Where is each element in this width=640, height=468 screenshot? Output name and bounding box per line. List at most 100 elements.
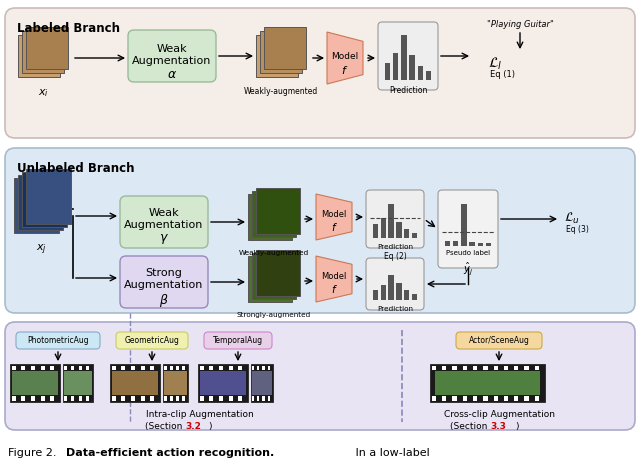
- Bar: [252, 191, 296, 237]
- Bar: [262, 366, 265, 370]
- Text: Weak: Weak: [148, 208, 179, 218]
- Text: $f$: $f$: [341, 64, 349, 76]
- Bar: [442, 366, 446, 370]
- Bar: [200, 366, 204, 370]
- Bar: [372, 224, 378, 238]
- Bar: [452, 366, 457, 370]
- Bar: [122, 396, 125, 401]
- Bar: [534, 366, 539, 370]
- Bar: [256, 188, 300, 234]
- Bar: [228, 396, 233, 401]
- Bar: [200, 371, 246, 395]
- Text: 3.2: 3.2: [185, 422, 201, 431]
- Bar: [469, 242, 475, 246]
- Bar: [79, 366, 82, 370]
- Text: $x_i$: $x_i$: [38, 87, 49, 99]
- Bar: [64, 396, 67, 401]
- Bar: [31, 396, 35, 401]
- Bar: [110, 364, 160, 402]
- Bar: [131, 366, 135, 370]
- Bar: [393, 52, 399, 80]
- FancyBboxPatch shape: [366, 258, 424, 310]
- Bar: [268, 366, 270, 370]
- Bar: [41, 366, 45, 370]
- Bar: [524, 396, 529, 401]
- Bar: [504, 396, 508, 401]
- Bar: [111, 366, 116, 370]
- Text: Strong: Strong: [145, 268, 182, 278]
- Text: Unlabeled Branch: Unlabeled Branch: [17, 162, 134, 175]
- Bar: [257, 396, 259, 401]
- FancyBboxPatch shape: [128, 30, 216, 82]
- Bar: [150, 366, 154, 370]
- Bar: [219, 366, 223, 370]
- Bar: [209, 396, 213, 401]
- Text: Strongly-augmented: Strongly-augmented: [237, 312, 311, 318]
- Text: PhotometricAug: PhotometricAug: [27, 336, 89, 345]
- Bar: [483, 396, 488, 401]
- Bar: [41, 396, 45, 401]
- Bar: [493, 366, 498, 370]
- Bar: [21, 366, 26, 370]
- Bar: [412, 233, 417, 238]
- Bar: [262, 396, 265, 401]
- Bar: [182, 366, 184, 370]
- Bar: [22, 172, 67, 227]
- Text: In a low-label: In a low-label: [345, 448, 429, 458]
- Text: (Section: (Section: [145, 422, 185, 431]
- Bar: [170, 366, 173, 370]
- Bar: [463, 396, 467, 401]
- Bar: [86, 396, 89, 401]
- Bar: [486, 243, 492, 246]
- Bar: [64, 371, 92, 395]
- Text: $\hat{y}_j$: $\hat{y}_j$: [463, 260, 473, 277]
- Bar: [248, 256, 292, 302]
- Bar: [432, 396, 436, 401]
- Bar: [404, 229, 410, 238]
- Bar: [12, 366, 15, 370]
- Bar: [524, 366, 529, 370]
- Text: Augmentation: Augmentation: [132, 56, 212, 66]
- Bar: [163, 364, 188, 402]
- Bar: [404, 291, 410, 300]
- Bar: [10, 364, 60, 402]
- Bar: [257, 366, 259, 370]
- FancyBboxPatch shape: [120, 196, 208, 248]
- Bar: [176, 366, 179, 370]
- Bar: [51, 366, 54, 370]
- Bar: [432, 366, 436, 370]
- Bar: [256, 35, 298, 77]
- FancyBboxPatch shape: [5, 8, 635, 138]
- Text: Augmentation: Augmentation: [124, 280, 204, 290]
- Bar: [31, 366, 35, 370]
- Bar: [51, 396, 54, 401]
- Bar: [477, 243, 483, 246]
- Text: ): ): [515, 422, 518, 431]
- FancyBboxPatch shape: [378, 22, 438, 90]
- Text: Intra-clip Augmentation: Intra-clip Augmentation: [146, 410, 254, 419]
- Bar: [483, 366, 488, 370]
- Bar: [401, 35, 406, 80]
- Bar: [170, 396, 173, 401]
- Bar: [64, 366, 67, 370]
- Text: Model: Model: [332, 52, 358, 61]
- Text: Weak: Weak: [157, 44, 188, 54]
- Bar: [534, 396, 539, 401]
- Bar: [268, 396, 270, 401]
- Bar: [219, 396, 223, 401]
- Bar: [209, 366, 213, 370]
- Bar: [256, 250, 300, 296]
- Text: ): ): [208, 422, 211, 431]
- Bar: [388, 275, 394, 300]
- Text: Eq (3): Eq (3): [566, 225, 589, 234]
- Text: (Section: (Section: [450, 422, 490, 431]
- Text: TemporalAug: TemporalAug: [213, 336, 263, 345]
- Bar: [493, 396, 498, 401]
- Bar: [381, 285, 386, 300]
- Text: $f$: $f$: [330, 221, 337, 233]
- Text: Labeled Branch: Labeled Branch: [17, 22, 120, 35]
- Bar: [260, 31, 302, 73]
- Polygon shape: [327, 32, 363, 84]
- Bar: [251, 364, 273, 402]
- Bar: [72, 366, 74, 370]
